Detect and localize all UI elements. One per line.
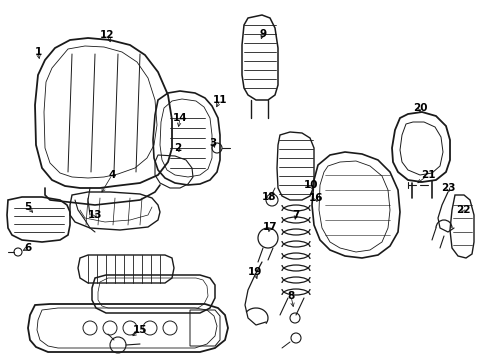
Text: 6: 6	[24, 243, 32, 253]
Text: 16: 16	[308, 193, 323, 203]
Text: 20: 20	[412, 103, 427, 113]
Text: 3: 3	[209, 138, 216, 148]
Text: 8: 8	[287, 291, 294, 301]
Text: 19: 19	[247, 267, 262, 277]
Text: 1: 1	[34, 47, 41, 57]
Text: 14: 14	[172, 113, 187, 123]
Text: 10: 10	[303, 180, 318, 190]
Text: 2: 2	[174, 143, 181, 153]
Text: 17: 17	[262, 222, 277, 232]
Text: 21: 21	[420, 170, 434, 180]
Text: 5: 5	[24, 202, 32, 212]
Text: 9: 9	[259, 29, 266, 39]
Text: 18: 18	[261, 192, 276, 202]
Text: 12: 12	[100, 30, 114, 40]
Text: 15: 15	[132, 325, 147, 335]
Text: 4: 4	[108, 170, 116, 180]
Text: 13: 13	[87, 210, 102, 220]
Text: 23: 23	[440, 183, 454, 193]
Text: 22: 22	[455, 205, 469, 215]
Text: 11: 11	[212, 95, 227, 105]
Text: 7: 7	[292, 210, 299, 220]
